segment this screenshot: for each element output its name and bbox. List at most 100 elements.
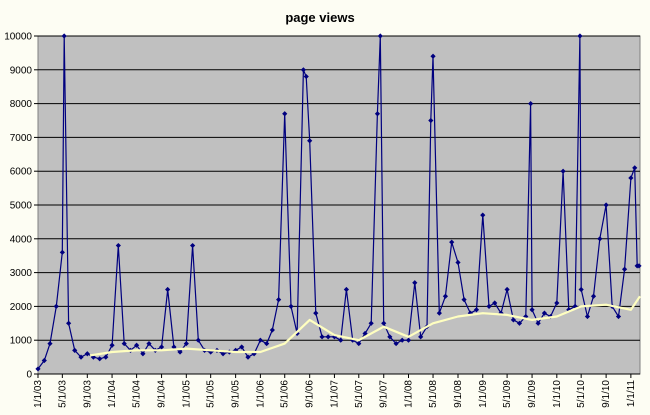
y-tick-label: 4000 xyxy=(10,234,33,245)
data-point xyxy=(72,347,78,353)
data-point xyxy=(449,239,455,245)
x-tick-label: 5/1/09 xyxy=(502,380,513,408)
data-point xyxy=(590,293,597,299)
x-tick-label: 9/1/05 xyxy=(231,380,242,408)
x-tick-label: 1/1/07 xyxy=(329,380,340,408)
data-point xyxy=(282,111,288,117)
data-point xyxy=(412,280,418,286)
data-point xyxy=(97,356,103,362)
data-point xyxy=(103,354,109,360)
data-point xyxy=(603,202,609,208)
data-point xyxy=(480,212,486,218)
y-tick-label: 8000 xyxy=(10,99,33,110)
data-point xyxy=(584,313,591,320)
x-tick-label: 5/1/08 xyxy=(428,380,439,408)
data-point xyxy=(208,349,214,355)
data-point xyxy=(504,286,510,293)
data-point xyxy=(528,101,534,107)
data-point xyxy=(461,297,467,303)
data-point xyxy=(577,33,583,39)
chart-title: page views xyxy=(285,10,354,25)
data-point xyxy=(140,351,146,357)
y-tick-label: 3000 xyxy=(10,268,33,279)
data-point xyxy=(251,351,257,357)
x-tick-label: 9/1/06 xyxy=(305,380,316,408)
data-point xyxy=(535,320,541,326)
data-point xyxy=(177,349,183,355)
x-tick-label: 5/1/06 xyxy=(280,380,291,408)
data-point xyxy=(303,73,309,80)
data-point xyxy=(572,303,578,309)
data-point xyxy=(269,327,275,333)
x-tick-label: 9/1/03 xyxy=(82,380,93,408)
data-point xyxy=(59,249,65,255)
data-point xyxy=(307,138,313,144)
data-point xyxy=(134,342,140,348)
data-point xyxy=(84,351,90,357)
data-point xyxy=(146,340,152,347)
data-point xyxy=(436,310,442,316)
data-point xyxy=(239,344,245,350)
data-point xyxy=(61,33,67,39)
data-point xyxy=(516,320,523,326)
x-tick-label: 5/1/07 xyxy=(354,380,365,408)
x-tick-label: 9/1/10 xyxy=(601,380,612,408)
data-point xyxy=(377,33,383,39)
data-point xyxy=(288,303,294,309)
data-point xyxy=(183,340,189,347)
y-tick-label: 0 xyxy=(26,370,32,381)
data-point xyxy=(615,313,622,320)
data-point xyxy=(109,342,115,348)
x-tick-label: 9/1/04 xyxy=(157,380,168,408)
data-point xyxy=(578,286,584,293)
x-tick-label: 1/1/03 xyxy=(33,380,44,408)
data-point xyxy=(121,340,127,347)
data-point xyxy=(343,286,350,293)
data-point xyxy=(41,357,47,364)
data-point xyxy=(368,320,374,326)
data-point xyxy=(597,236,603,242)
data-point xyxy=(523,313,529,320)
data-point xyxy=(47,340,53,347)
data-point xyxy=(78,354,84,360)
x-tick-label: 1/1/11 xyxy=(626,380,637,407)
data-point xyxy=(53,303,59,309)
data-point xyxy=(35,366,41,372)
data-point xyxy=(428,117,434,124)
y-tick-label: 7000 xyxy=(10,133,33,144)
data-point xyxy=(276,297,282,303)
data-point xyxy=(529,307,535,313)
data-point xyxy=(338,337,344,343)
y-tick-label: 6000 xyxy=(10,167,33,178)
x-tick-label: 1/1/05 xyxy=(181,380,192,408)
data-point xyxy=(554,300,560,306)
x-tick-label: 5/1/10 xyxy=(576,380,587,408)
data-point xyxy=(171,344,177,350)
data-point xyxy=(350,337,356,343)
data-point xyxy=(636,263,642,269)
x-tick-label: 1/1/04 xyxy=(107,380,118,408)
data-point xyxy=(473,307,480,313)
data-point xyxy=(399,337,405,343)
y-tick-label: 2000 xyxy=(10,302,33,313)
data-point xyxy=(245,354,251,360)
y-tick-label: 9000 xyxy=(10,65,33,76)
data-point xyxy=(566,307,572,313)
data-point xyxy=(90,354,96,360)
data-point xyxy=(313,310,319,316)
data-point xyxy=(257,337,263,343)
data-point xyxy=(442,293,449,299)
data-point xyxy=(325,334,331,340)
x-tick-label: 1/1/09 xyxy=(478,380,489,408)
data-point xyxy=(498,310,504,316)
data-point xyxy=(264,340,270,347)
data-point xyxy=(356,340,362,347)
data-point xyxy=(319,334,325,340)
x-tick-label: 1/1/10 xyxy=(552,380,563,408)
data-point xyxy=(621,266,628,272)
data-point xyxy=(233,347,239,353)
data-point xyxy=(393,340,399,347)
data-point xyxy=(195,337,201,343)
data-point xyxy=(362,330,368,337)
